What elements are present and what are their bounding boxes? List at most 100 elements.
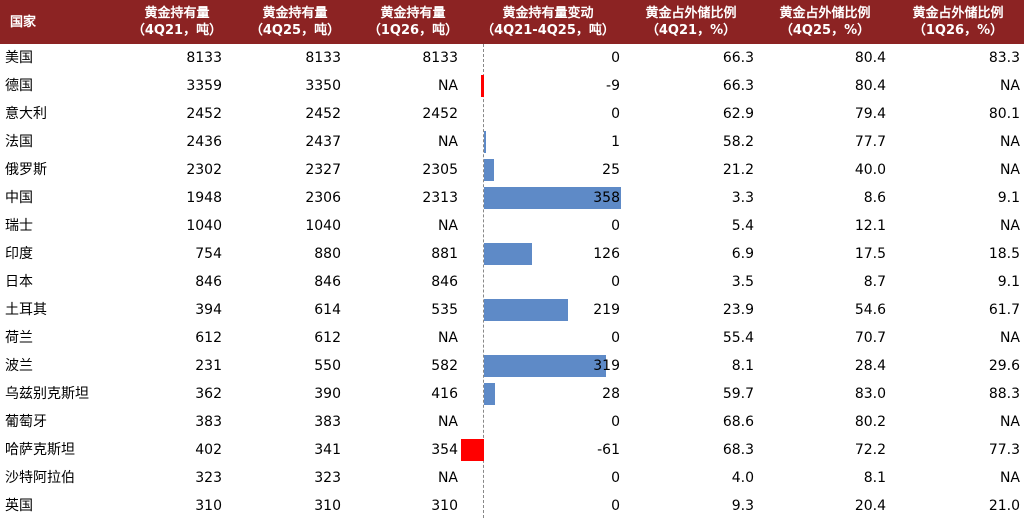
header-label: 黄金占外储比例: [779, 6, 871, 21]
header-sublabel: （4Q25，%）: [779, 23, 871, 38]
country-name: 法国: [5, 134, 33, 150]
table-row: 印度 754 880 881 126 6.9 17.5 18.5: [0, 240, 1024, 268]
cell-change-label: 0: [611, 330, 620, 346]
cell-change-label: 28: [602, 386, 620, 402]
cell-h4q21: 2452: [186, 106, 222, 122]
table-row: 中国 1948 2306 2313 358 3.3 8.6 9.1: [0, 184, 1024, 212]
cell-h4q21: 362: [195, 386, 222, 402]
cell-p1q26: 83.3: [988, 50, 1020, 66]
cell-p4q25: 80.4: [854, 50, 886, 66]
cell-p4q25: 70.7: [854, 330, 886, 346]
header-cell-5: 黄金占外储比例 （4Q21，%）: [624, 0, 758, 44]
cell-h4q21: 1040: [186, 218, 222, 234]
cell-h4q21: 310: [195, 498, 222, 514]
cell-change-label: 126: [593, 246, 620, 262]
cell-h4q25: 2306: [305, 190, 341, 206]
cell-p1q26: 9.1: [997, 274, 1020, 290]
country-name: 波兰: [5, 358, 33, 374]
cell-change-label: 0: [611, 414, 620, 430]
cell-change-label: 219: [593, 302, 620, 318]
cell-h4q25: 550: [314, 358, 341, 374]
cell-p1q26: 61.7: [988, 302, 1020, 318]
cell-h1q26: NA: [437, 134, 458, 150]
cell-h4q21: 402: [195, 442, 222, 458]
cell-h1q26: 2305: [422, 162, 458, 178]
table-row: 德国 3359 3350 NA -9 66.3 80.4 NA: [0, 72, 1024, 100]
cell-p4q21: 8.1: [731, 358, 754, 374]
cell-p4q25: 83.0: [854, 386, 886, 402]
cell-h4q25: 3350: [305, 78, 341, 94]
cell-change-label: 1: [611, 134, 620, 150]
cell-p4q25: 72.2: [854, 442, 886, 458]
country-name: 沙特阿拉伯: [5, 470, 75, 486]
country-name: 哈萨克斯坦: [5, 442, 75, 458]
change-bar: [480, 75, 484, 97]
header-sublabel: （4Q21-4Q25，吨）: [481, 23, 615, 38]
cell-p1q26: 9.1: [997, 190, 1020, 206]
cell-h4q25: 846: [314, 274, 341, 290]
cell-h4q25: 323: [314, 470, 341, 486]
header-label: 黄金持有量: [144, 6, 210, 21]
cell-h1q26: 582: [431, 358, 458, 374]
cell-p4q21: 59.7: [722, 386, 754, 402]
cell-h4q21: 8133: [186, 50, 222, 66]
header-cell-6: 黄金占外储比例 （4Q25，%）: [758, 0, 892, 44]
cell-p4q21: 3.3: [731, 190, 754, 206]
cell-p1q26: 80.1: [988, 106, 1020, 122]
header-sublabel: （1Q26，%）: [912, 23, 1004, 38]
cell-p4q21: 66.3: [722, 78, 754, 94]
cell-h1q26: 354: [431, 442, 458, 458]
country-name: 德国: [5, 78, 33, 94]
change-bar: [484, 383, 495, 405]
cell-change-label: 0: [611, 106, 620, 122]
cell-p1q26: 29.6: [988, 358, 1020, 374]
table-row: 俄罗斯 2302 2327 2305 25 21.2 40.0 NA: [0, 156, 1024, 184]
cell-change-label: 25: [602, 162, 620, 178]
country-name: 英国: [5, 498, 33, 514]
cell-change-label: 0: [611, 218, 620, 234]
country-name: 乌兹别克斯坦: [5, 386, 89, 402]
cell-h4q25: 390: [314, 386, 341, 402]
header-cell-7: 黄金占外储比例 （1Q26，%）: [892, 0, 1024, 44]
cell-change-label: 0: [611, 498, 620, 514]
cell-p1q26: NA: [999, 470, 1020, 486]
cell-h1q26: NA: [437, 470, 458, 486]
cell-p1q26: NA: [999, 330, 1020, 346]
cell-h1q26: 310: [431, 498, 458, 514]
cell-h4q25: 614: [314, 302, 341, 318]
cell-h4q25: 880: [314, 246, 341, 262]
cell-p4q21: 58.2: [722, 134, 754, 150]
cell-h4q21: 231: [195, 358, 222, 374]
cell-p1q26: NA: [999, 218, 1020, 234]
header-sublabel: （4Q25，吨）: [249, 23, 341, 38]
change-bar: [484, 131, 486, 153]
cell-h4q21: 2302: [186, 162, 222, 178]
cell-h4q25: 341: [314, 442, 341, 458]
cell-p1q26: NA: [999, 78, 1020, 94]
cell-h1q26: NA: [437, 330, 458, 346]
cell-change-label: -9: [606, 78, 620, 94]
cell-p4q25: 54.6: [854, 302, 886, 318]
cell-p4q21: 23.9: [722, 302, 754, 318]
cell-h1q26: 535: [431, 302, 458, 318]
table-row: 乌兹别克斯坦 362 390 416 28 59.7 83.0 88.3: [0, 380, 1024, 408]
cell-change-label: 319: [593, 358, 620, 374]
cell-h4q21: 1948: [186, 190, 222, 206]
cell-p4q25: 80.2: [854, 414, 886, 430]
cell-change-label: 0: [611, 274, 620, 290]
header-sublabel: （4Q21，%）: [645, 23, 737, 38]
cell-p4q21: 68.3: [722, 442, 754, 458]
table-row: 波兰 231 550 582 319 8.1 28.4 29.6: [0, 352, 1024, 380]
cell-h4q21: 383: [195, 414, 222, 430]
cell-p4q21: 66.3: [722, 50, 754, 66]
cell-p4q25: 79.4: [854, 106, 886, 122]
cell-change-label: 0: [611, 470, 620, 486]
cell-h4q21: 323: [195, 470, 222, 486]
cell-p4q21: 62.9: [722, 106, 754, 122]
header-cell-3: 黄金持有量 （1Q26，吨）: [354, 0, 472, 44]
table-row: 英国 310 310 310 0 9.3 20.4 21.0: [0, 492, 1024, 520]
cell-p4q25: 28.4: [854, 358, 886, 374]
header-sublabel: （1Q26，吨）: [367, 23, 459, 38]
cell-h4q21: 394: [195, 302, 222, 318]
